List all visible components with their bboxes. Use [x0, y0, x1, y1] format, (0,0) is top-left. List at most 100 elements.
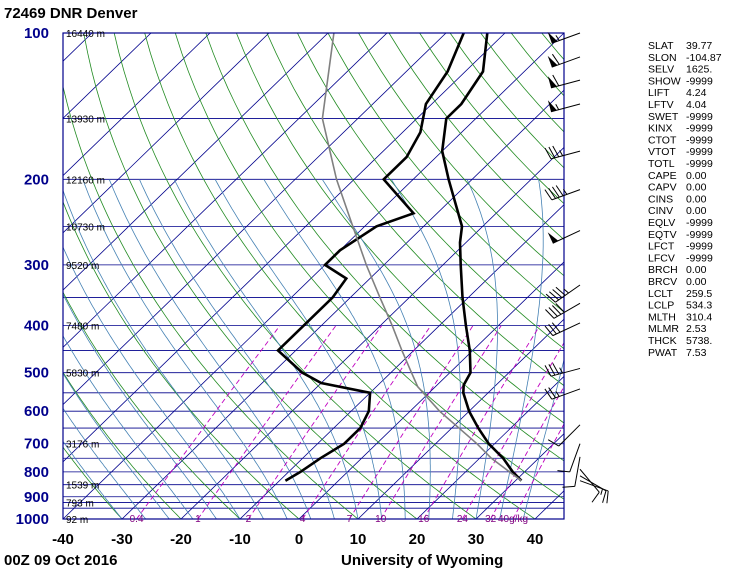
index-value-capv: 0.00 [686, 182, 707, 194]
height-label: 12160 m [66, 175, 105, 186]
index-name-totl: TOTL [648, 158, 675, 170]
barb-staff [553, 302, 581, 319]
moist-adiabat-line [63, 372, 170, 519]
barb-flag [555, 303, 565, 313]
mixing-ratio-line [248, 325, 383, 519]
mixing-ratio-line [302, 325, 432, 519]
barb-flag [545, 309, 555, 319]
moist-adiabat-line [173, 179, 359, 519]
index-value-cape: 0.00 [686, 170, 707, 182]
isotherm-line [63, 33, 447, 406]
wind-barb [544, 322, 581, 337]
dry-adiabat-line [83, 33, 418, 519]
wind-barb [547, 74, 581, 89]
moist-adiabat-line [63, 189, 264, 519]
height-label: 793 m [66, 499, 94, 510]
index-name-pwat: PWAT [648, 347, 678, 359]
barb-flag [551, 53, 560, 65]
index-name-cins: CINS [648, 193, 673, 205]
index-name-selv: SELV [648, 64, 674, 76]
index-value-lftv: 4.04 [686, 99, 707, 111]
mixing-ratio-line [423, 325, 541, 519]
barb-half-flag [559, 150, 564, 157]
barb-flag [544, 365, 552, 377]
barb-flag [545, 293, 556, 303]
pressure-label: 1000 [16, 511, 49, 528]
barb-staff [579, 480, 609, 492]
pressure-label: 500 [24, 365, 49, 382]
pressure-label: 300 [24, 257, 49, 274]
dry-adiabat-line [327, 33, 564, 313]
parcel-trace [321, 33, 522, 482]
barb-half-flag [559, 367, 564, 374]
dry-adiabat-line [205, 33, 564, 462]
dry-adiabat-line [174, 33, 564, 500]
barb-flag [548, 307, 558, 317]
moist-adiabat-line [108, 179, 312, 519]
index-name-eqtv: EQTV [648, 229, 677, 241]
isotherm-line [239, 204, 564, 519]
temperature-label: 0 [295, 531, 303, 548]
index-value-thck: 5738. [686, 335, 712, 347]
moist-adiabat-line [82, 179, 288, 519]
barb-flag [552, 74, 560, 87]
moist-adiabat-line [214, 179, 382, 519]
wind-barb [579, 475, 607, 503]
height-label: 16440 m [66, 29, 105, 40]
index-value-lclt: 259.5 [686, 288, 712, 300]
barb-staff [569, 443, 581, 473]
index-name-mlth: MLTH [648, 311, 676, 323]
barb-flag [551, 305, 562, 315]
index-value-brch: 0.00 [686, 264, 707, 276]
mixing-ratio-label: 32 [485, 514, 497, 525]
index-value-eqtv: -9999 [686, 229, 713, 241]
height-label: 9520 m [66, 261, 99, 272]
temperature-label: -30 [111, 531, 133, 548]
moist-adiabat-line [263, 179, 406, 519]
index-name-brcv: BRCV [648, 276, 677, 288]
index-name-slon: SLON [648, 52, 677, 64]
stability-indices: SLAT 39.77 SLON -104.87 SELV 1625. SHOW -9999 LI… [648, 40, 722, 359]
wind-barb [544, 387, 581, 400]
temperature-label: -40 [52, 531, 74, 548]
moist-adiabat-line [63, 440, 123, 519]
mixing-ratio-label: 40g/kg [498, 514, 528, 525]
height-label: 5830 m [66, 369, 99, 380]
mixing-ratio-label: 16 [418, 514, 430, 525]
pressure-label: 800 [24, 464, 49, 481]
barb-staff [551, 56, 581, 68]
index-value-mlth: 310.4 [686, 311, 712, 323]
moist-adiabat-line [63, 293, 217, 519]
index-value-show: -9999 [686, 75, 713, 87]
barb-flag [555, 286, 566, 296]
wind-barb [545, 284, 581, 303]
barb-flag [602, 490, 607, 503]
dry-adiabat-line [63, 200, 300, 519]
moist-adiabat-line [390, 179, 462, 519]
barb-half-flag [555, 104, 560, 110]
index-name-lift: LIFT [648, 87, 670, 99]
barb-flag [548, 387, 556, 399]
moist-adiabat-line [499, 179, 544, 519]
wind-barb [547, 424, 581, 447]
barb-half-flag [555, 391, 560, 397]
barb-half-flag [600, 488, 603, 495]
mixing-ratio-label: 4 [300, 514, 306, 525]
index-name-cape: CAPE [648, 170, 677, 182]
barb-flag [544, 388, 553, 400]
moist-adiabat-line [321, 179, 431, 519]
dry-adiabat-line [144, 33, 536, 519]
index-name-thck: THCK [648, 335, 677, 347]
barb-flag [551, 186, 560, 198]
footer-datetime: 00Z 09 Oct 2016 [4, 552, 117, 569]
isotherm-line [63, 33, 152, 119]
dry-adiabat-line [63, 84, 359, 519]
dry-adiabat-line [236, 33, 564, 424]
isotherm-line [63, 33, 270, 234]
temperature-label: 40 [527, 531, 544, 548]
isotherm-line [298, 261, 564, 519]
barb-pennant [547, 31, 558, 44]
barb-flag [555, 185, 564, 197]
barb-half-flag [555, 35, 560, 41]
